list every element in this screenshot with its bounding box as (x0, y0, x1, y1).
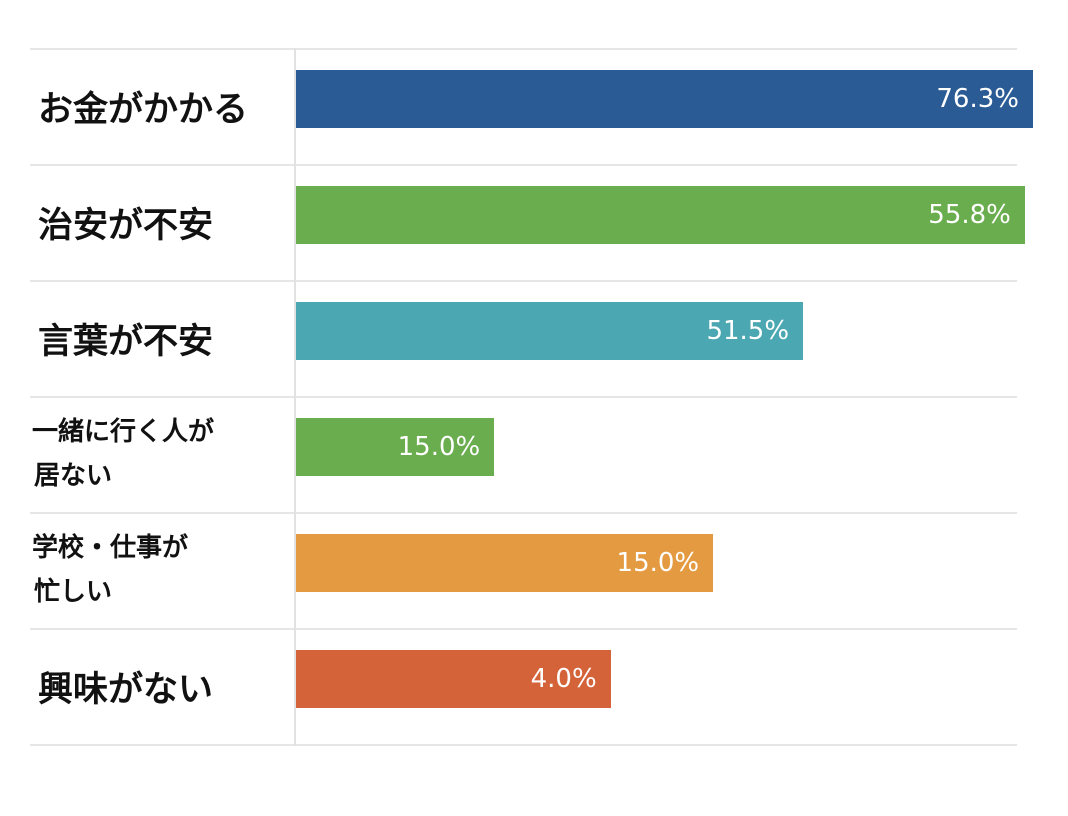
data-label: 15.0% (616, 548, 700, 578)
gridline (30, 164, 1017, 166)
category-label-line: 一緒に行く人が (32, 417, 215, 447)
category-label: 興味がない (38, 628, 300, 744)
category-label-line: 学校・仕事が (32, 533, 189, 563)
data-label: 15.0% (397, 432, 481, 462)
category-label-line: お金がかかる (38, 89, 249, 130)
gridline (30, 628, 1017, 630)
bar: 55.8% (296, 186, 1025, 244)
y-axis-line (294, 48, 296, 746)
category-label: お金がかかる (38, 48, 300, 164)
gridline (30, 744, 1017, 746)
category-label: 言葉が不安 (38, 280, 300, 396)
gridline (30, 396, 1017, 398)
category-label-line: 言葉が不安 (38, 321, 214, 362)
category-label: 治安が不安 (38, 164, 300, 280)
data-label: 76.3% (936, 84, 1019, 114)
gridline (30, 512, 1017, 514)
data-label: 51.5% (706, 316, 790, 346)
category-label-line: 興味がない (38, 669, 214, 710)
category-label: 一緒に行く人が 居ない (32, 396, 294, 512)
bar: 15.0% (296, 418, 495, 476)
category-label-line: 居ない (34, 461, 113, 491)
gridline (30, 280, 1017, 282)
bar: 15.0% (296, 534, 714, 592)
category-label-line: 治安が不安 (38, 205, 214, 246)
data-label: 4.0% (530, 664, 597, 694)
category-label-line: 忙しい (34, 577, 113, 607)
category-label: 学校・仕事が 忙しい (32, 512, 294, 628)
bar: 76.3% (296, 70, 1033, 128)
gridline (30, 48, 1017, 50)
data-label: 55.8% (928, 200, 1011, 230)
bar: 51.5% (296, 302, 804, 360)
bar: 4.0% (296, 650, 611, 708)
